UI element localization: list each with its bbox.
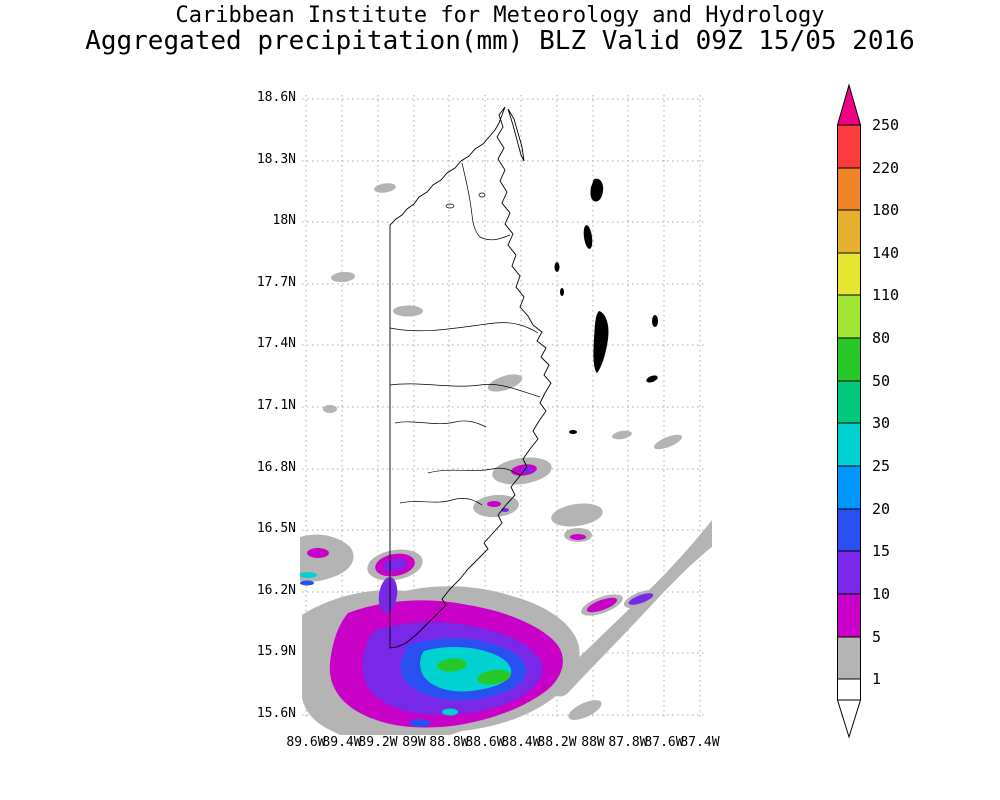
lat-tick-label: 17.1N [256,398,296,413]
lon-tick-label: 88W [581,735,605,750]
colorbar-segment [837,209,861,254]
lon-tick-label: 88.6W [465,735,505,750]
caye-island [554,262,560,272]
colorbar-segment [837,380,861,424]
lat-tick-label: 17.4N [256,336,296,351]
map-outline-layer [389,106,552,649]
lon-tick-label: 87.8W [608,735,648,750]
colorbar-arrow-top [836,83,862,126]
lat-tick-label: 18.6N [256,90,296,105]
colorbar-segment [837,294,861,339]
caye-island [583,225,593,249]
lon-tick-label: 89.6W [286,735,326,750]
colorbar-segment [837,337,861,382]
colorbar-segment [837,636,861,680]
lon-tick-label: 89.2W [358,735,398,750]
colorbar-tick-label: 80 [872,329,891,347]
colorbar-segment [837,593,861,638]
district-boundaries [389,162,541,506]
lat-tick-label: 17.7N [256,275,296,290]
lon-tick-label: 88.2W [537,735,577,750]
colorbar-segment [837,508,861,552]
islands-layer [554,178,658,434]
lat-tick-label: 18.3N [256,152,296,167]
colorbar-tick-label: 110 [872,286,900,304]
colorbar-tick-label: 250 [872,116,900,134]
lat-tick-label: 15.6N [256,706,296,721]
colorbar-segment [837,124,861,169]
colorbar-segment [837,252,861,296]
colorbar-tick-label: 220 [872,159,900,177]
colorbar-segment [837,678,861,701]
caye-island [652,315,658,327]
lat-tick-label: 15.9N [256,644,296,659]
colorbar-tick-label: 15 [872,542,891,560]
belize-border-coastline [389,106,552,649]
colorbar-tick-label: 140 [872,244,900,262]
lon-tick-label: 89W [402,735,426,750]
colorbar-tick-label: 5 [872,628,882,646]
lon-tick-label: 87.4W [680,735,720,750]
lon-tick-label: 87.6W [644,735,684,750]
colorbar-tick-label: 1 [872,670,882,688]
colorbar-segment [837,465,861,510]
colorbar-tick-label: 10 [872,585,891,603]
lon-tick-label: 89.4W [322,735,362,750]
caye-island [560,288,564,296]
colorbar-arrow-bottom [836,699,862,739]
colorbar-segment [837,550,861,595]
caye-island [590,178,604,202]
caye-island [646,375,658,383]
lon-tick-label: 88.4W [501,735,541,750]
map-plot-area [300,95,712,735]
lat-tick-label: 16.5N [256,521,296,536]
colorbar [836,83,862,739]
colorbar-tick-label: 30 [872,414,891,432]
colorbar-tick-label: 25 [872,457,891,475]
lat-tick-label: 16.8N [256,460,296,475]
colorbar-tick-label: 180 [872,201,900,219]
title-product: Aggregated precipitation(mm) BLZ Valid 0… [85,26,915,56]
colorbar-segment [837,167,861,211]
colorbar-tick-label: 20 [872,500,891,518]
lat-tick-label: 18N [272,213,296,228]
colorbar-segment [837,422,861,467]
lat-tick-label: 16.2N [256,583,296,598]
colorbar-tick-label: 50 [872,372,891,390]
precip-colored-layer [300,464,654,728]
title-institute: Caribbean Institute for Meteorology and … [175,3,825,28]
lon-tick-label: 88.8W [429,735,469,750]
caye-island [569,430,577,434]
turneffe-atoll [593,311,609,373]
ambergris-caye [507,108,525,162]
